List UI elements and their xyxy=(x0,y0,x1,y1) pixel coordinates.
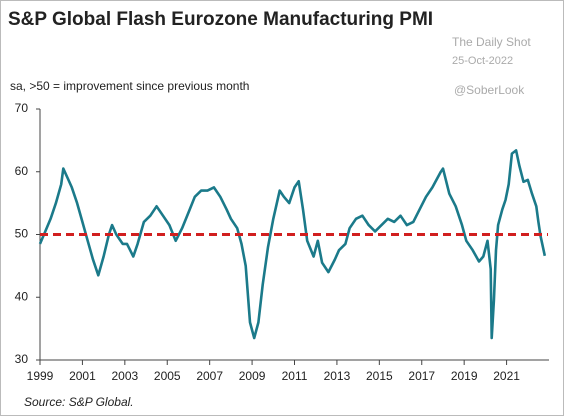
series-line xyxy=(38,149,547,340)
y-tick-label: 40 xyxy=(15,289,29,303)
x-tick-label: 2017 xyxy=(408,369,435,383)
x-tick-label: 2003 xyxy=(111,369,138,383)
y-tick-label: 60 xyxy=(15,164,29,178)
y-tick-label: 70 xyxy=(15,101,29,115)
watermark: The Daily Shot xyxy=(452,35,531,49)
watermark: 25-Oct-2022 xyxy=(452,55,513,67)
y-tick-label: 50 xyxy=(15,227,29,241)
source: Source: S&P Global. xyxy=(24,395,134,409)
x-tick-label: 2021 xyxy=(493,369,520,383)
x-tick-label: 2013 xyxy=(324,369,351,383)
subtitle: sa, >50 = improvement since previous mon… xyxy=(10,79,249,93)
x-tick-label: 2011 xyxy=(282,369,308,383)
x-tick-label: 2001 xyxy=(69,369,96,383)
x-tick-label: 2007 xyxy=(196,369,223,383)
x-tick-label: 2009 xyxy=(239,369,266,383)
x-tick-label: 2005 xyxy=(154,369,181,383)
watermark: @SoberLook xyxy=(454,83,525,97)
x-tick-label: 1999 xyxy=(27,369,54,383)
y-tick-label: 30 xyxy=(15,352,29,366)
x-tick-label: 2015 xyxy=(366,369,393,383)
x-tick-label: 2019 xyxy=(451,369,478,383)
chart-title: S&P Global Flash Eurozone Manufacturing … xyxy=(8,9,433,30)
